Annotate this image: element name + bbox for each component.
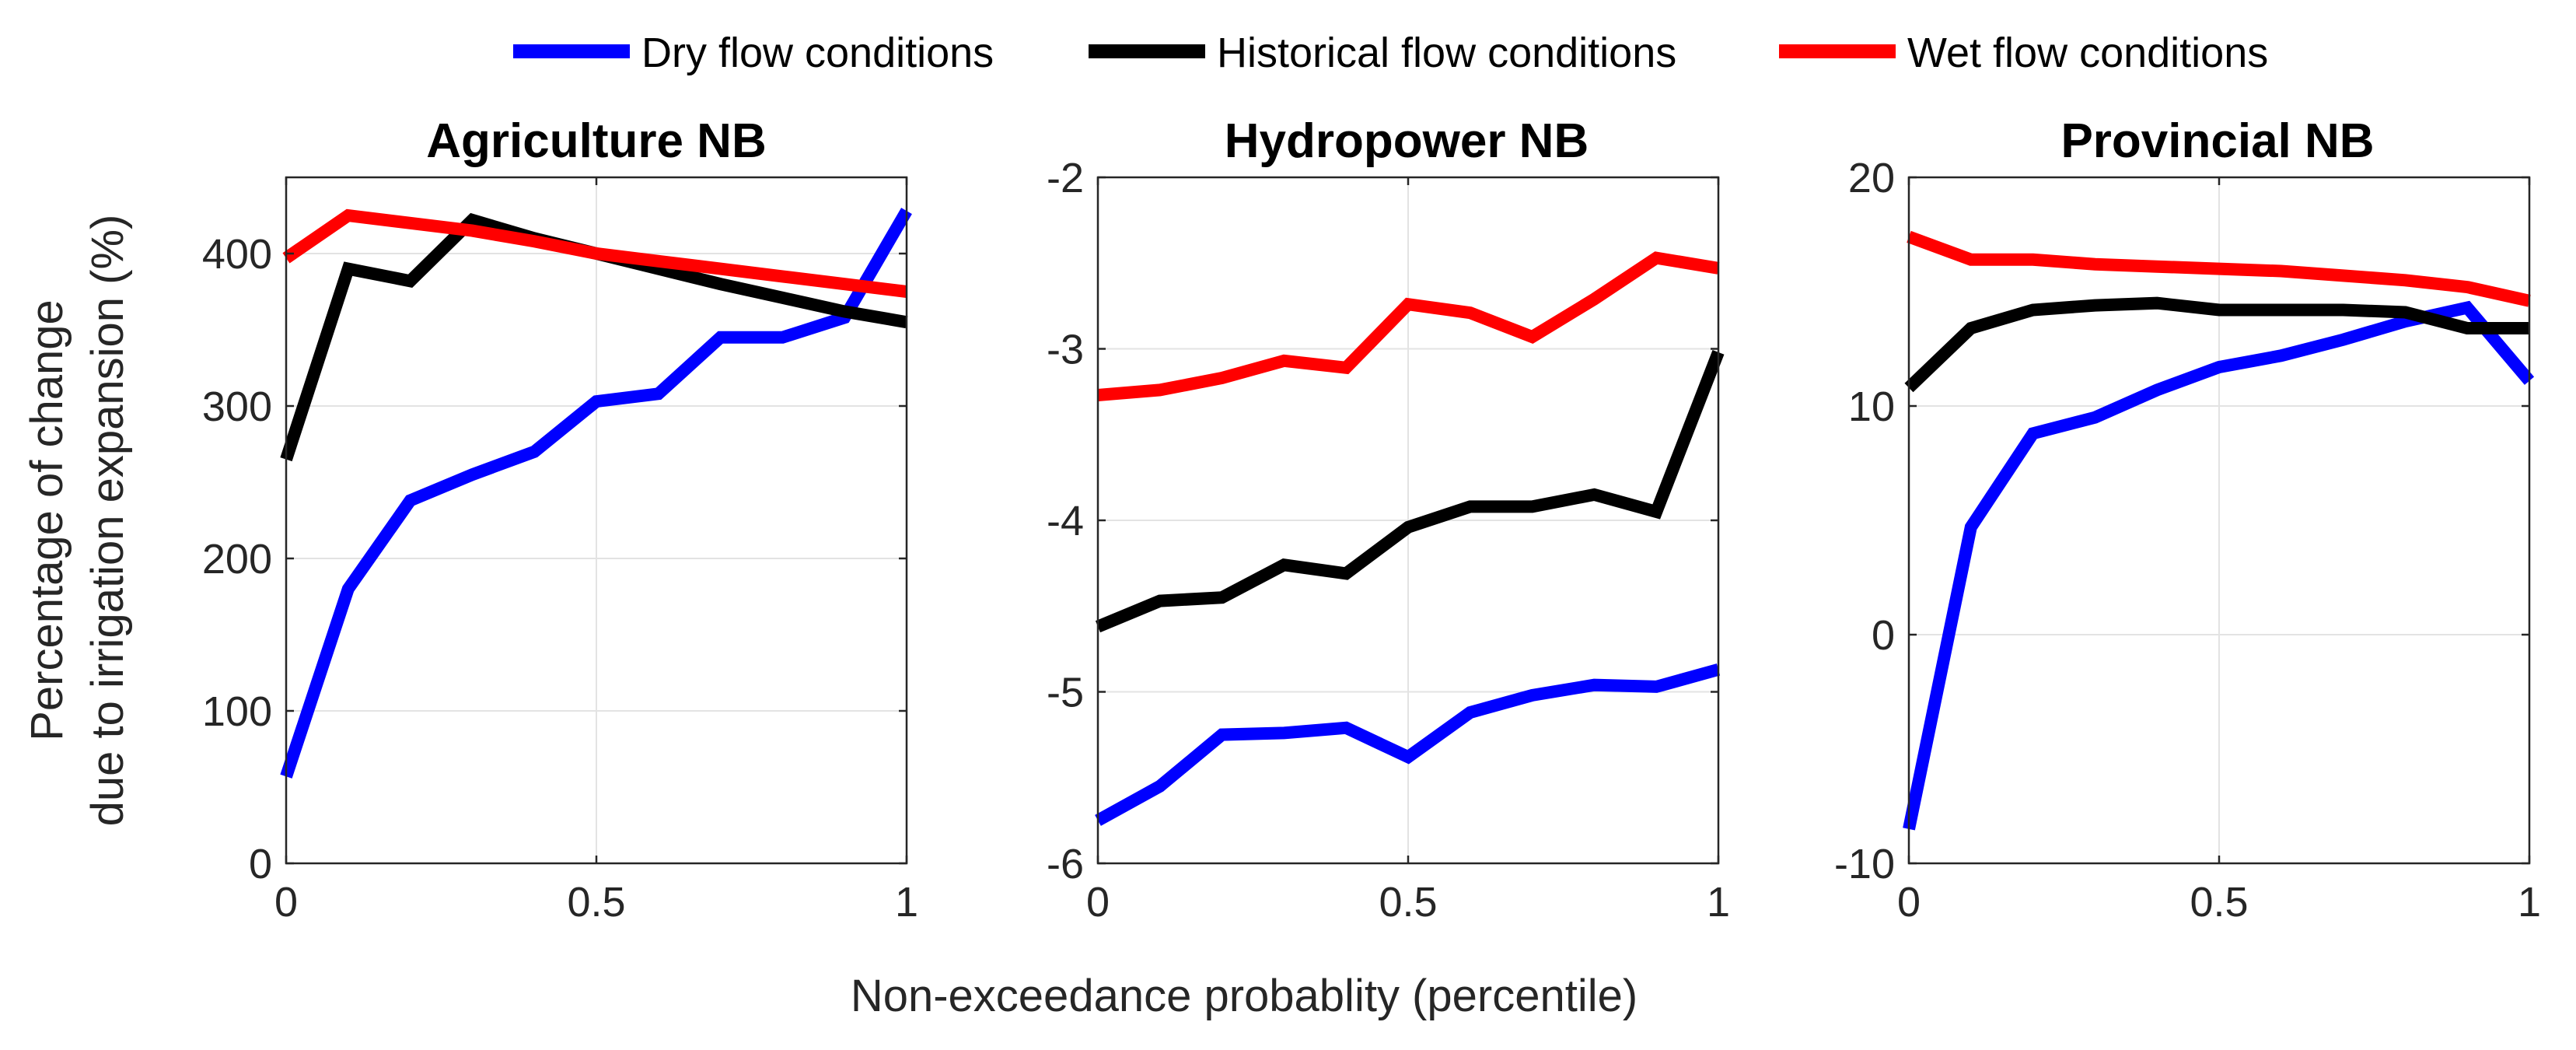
y-tick-label: 0 xyxy=(249,841,272,887)
x-tick-label: 1 xyxy=(2518,879,2541,926)
y-tick-label: -3 xyxy=(1047,327,1084,373)
y-tick-label: -4 xyxy=(1047,498,1084,544)
x-tick-label: 0.5 xyxy=(1379,879,1437,926)
y-tick-label: 20 xyxy=(1848,155,1895,201)
y-tick-label: -10 xyxy=(1834,841,1895,887)
x-axis-label: Non-exceedance probablity (percentile) xyxy=(851,971,1638,1021)
series-group xyxy=(1095,251,1725,826)
y-tick-label: -2 xyxy=(1047,155,1084,201)
ticks: 0 0.5 1 -6 -5 -4 -3 -2 xyxy=(1047,155,1730,926)
panel-agriculture: Agriculture NB 0 0.5 1 0 100 200 300 400 xyxy=(202,114,918,926)
x-tick-label: 1 xyxy=(895,879,918,926)
y-axis-label-line1: Percentage of change xyxy=(22,299,72,741)
series-line-historical xyxy=(1095,349,1725,633)
x-tick-label: 0 xyxy=(1897,879,1921,926)
y-tick-label: 0 xyxy=(1872,612,1895,659)
series-line-wet xyxy=(1907,230,2531,307)
series-group xyxy=(1903,230,2535,831)
x-tick-label: 0 xyxy=(274,879,298,926)
series-line-dry xyxy=(1095,663,1721,826)
panel-title: Agriculture NB xyxy=(426,114,766,168)
x-tick-label: 0.5 xyxy=(567,879,625,926)
y-tick-label: -5 xyxy=(1047,670,1084,716)
panel-hydropower: Hydropower NB 0 0.5 1 -6 -5 -4 -3 -2 xyxy=(1047,114,1730,926)
y-axis-label-line2: due to irrigation expansion (%) xyxy=(82,215,133,827)
y-tick-label: 200 xyxy=(202,536,272,583)
panel-title: Provincial NB xyxy=(2060,114,2374,168)
legend-label-historical: Historical flow conditions xyxy=(1217,30,1676,76)
series-line-wet xyxy=(282,208,907,298)
y-tick-label: 300 xyxy=(202,383,272,430)
y-tick-label: 100 xyxy=(202,688,272,735)
x-tick-label: 1 xyxy=(1707,879,1730,926)
y-tick-label: 10 xyxy=(1848,383,1895,430)
x-tick-label: 0.5 xyxy=(2190,879,2248,926)
series-group xyxy=(280,208,912,779)
legend-label-dry: Dry flow conditions xyxy=(641,30,994,76)
panel-title: Hydropower NB xyxy=(1225,114,1589,168)
x-tick-label: 0 xyxy=(1086,879,1110,926)
ticks: 0 0.5 1 0 100 200 300 400 xyxy=(202,177,918,926)
series-line-historical xyxy=(1904,296,2529,393)
y-tick-label: -6 xyxy=(1047,841,1084,887)
y-tick-label: 400 xyxy=(202,231,272,278)
legend: Dry flow conditions Historical flow cond… xyxy=(513,30,2268,76)
legend-label-wet: Wet flow conditions xyxy=(1907,30,2268,76)
series-line-dry xyxy=(280,208,912,779)
series-line-wet xyxy=(1097,251,1720,401)
